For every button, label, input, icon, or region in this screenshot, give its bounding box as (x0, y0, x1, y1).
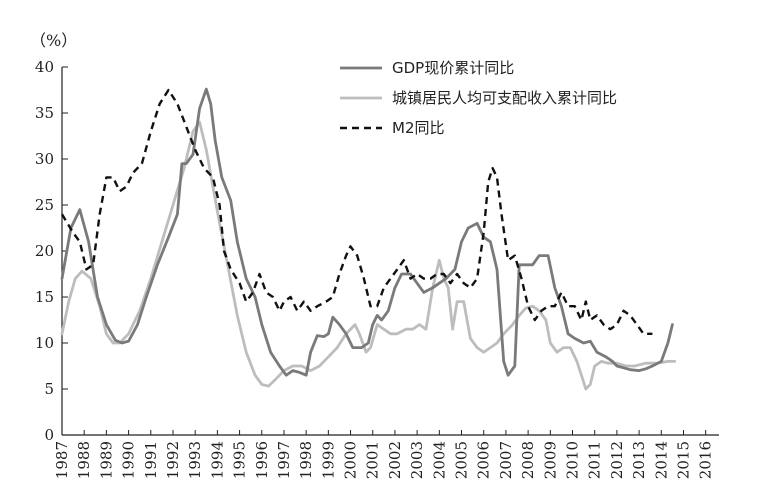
x-tick-label: 2016 (697, 441, 715, 479)
x-tick-label: 2013 (630, 441, 648, 479)
x-tick-label: 1994 (208, 441, 226, 479)
x-tick-label: 1988 (75, 441, 93, 479)
series-line-0 (60, 87, 674, 377)
x-tick-label: 2006 (475, 441, 493, 479)
x-tick-label: 1991 (142, 441, 160, 479)
x-tick-label: 1995 (231, 441, 249, 479)
x-tick-label: 1993 (186, 441, 204, 479)
legend-label-1: 城镇居民人均可支配收入累计同比 (392, 89, 617, 107)
x-tick-label: 1990 (120, 441, 138, 479)
x-tick-label: 2009 (541, 441, 559, 479)
x-tick-label: 2003 (408, 441, 426, 479)
series-line-2 (60, 88, 653, 335)
series-layer (60, 87, 676, 391)
x-tick-label: 1999 (319, 441, 337, 479)
y-tick-label: 15 (35, 288, 54, 306)
x-tick-label: 2002 (386, 441, 404, 479)
x-tick-label: 2010 (564, 441, 582, 479)
x-tick-label: 2015 (674, 441, 692, 479)
y-tick-label: 5 (44, 380, 54, 398)
x-tick-label: 2007 (497, 441, 515, 479)
y-tick-label: 10 (35, 334, 54, 352)
y-tick-label: 30 (35, 150, 54, 168)
x-axis: 1987 1988 1989 1990 1991 1992 1993 1994 1995 1996… (53, 430, 719, 479)
x-tick-label: 1998 (297, 441, 315, 479)
x-tick-label: 2011 (586, 441, 604, 479)
series-line-1 (60, 120, 676, 391)
x-tick-label: 2004 (430, 441, 448, 479)
y-tick-label: 35 (35, 104, 54, 122)
x-tick-label: 2005 (453, 441, 471, 479)
legend-label-2: M2同比 (392, 119, 445, 137)
x-tick-label: 1989 (97, 441, 115, 479)
x-tick-label: 2000 (342, 441, 360, 479)
y-tick-label: 40 (35, 58, 54, 76)
y-tick-label: 20 (35, 242, 54, 260)
y-tick-label: 25 (35, 196, 54, 214)
legend-label-0: GDP现价累计同比 (392, 59, 514, 77)
y-tick-label: 0 (44, 426, 54, 444)
x-tick-label: 2008 (519, 441, 537, 479)
x-tick-label: 2014 (652, 441, 670, 479)
x-tick-label: 2012 (608, 441, 626, 479)
x-tick-label: 1996 (253, 441, 271, 479)
x-tick-label: 1997 (275, 441, 293, 479)
y-axis: 0 5 10 15 20 25 30 35 40 (35, 58, 68, 444)
y-axis-unit-label: （%） (30, 31, 77, 50)
x-tick-label: 2001 (364, 441, 382, 479)
x-tick-label: 1992 (164, 441, 182, 479)
x-tick-label: 1987 (53, 441, 71, 479)
